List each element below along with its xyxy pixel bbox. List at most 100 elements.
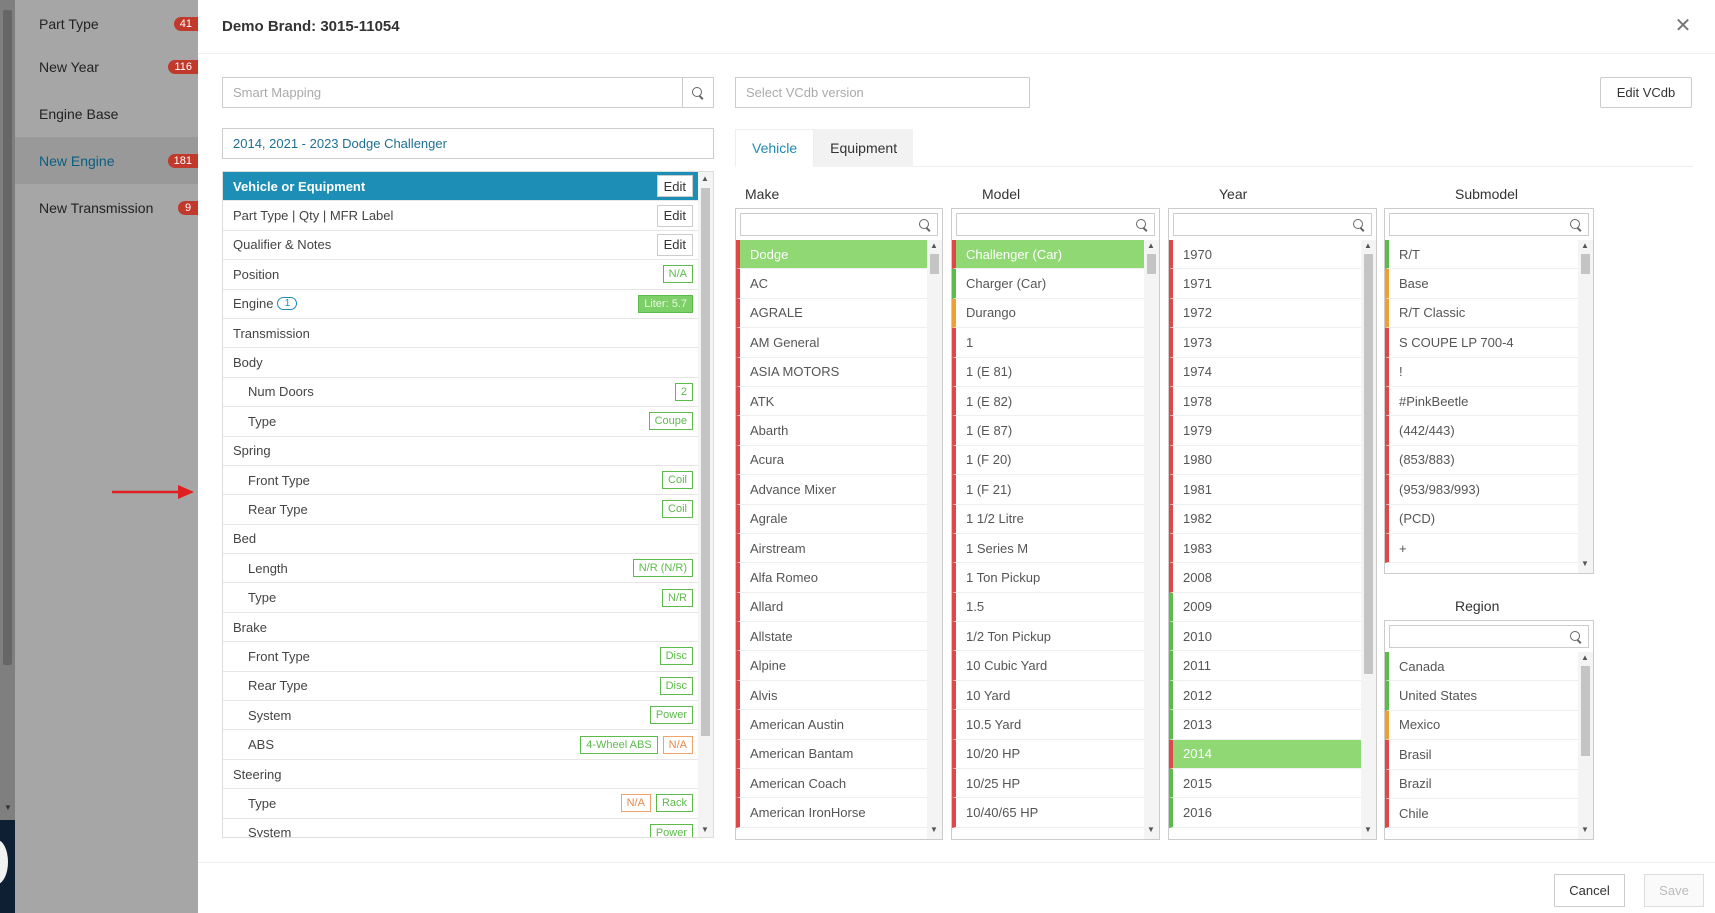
list-item[interactable]: Durango [952,298,1144,329]
cancel-button[interactable]: Cancel [1554,874,1625,907]
list-item[interactable]: 1983 [1169,533,1361,564]
list-item[interactable]: AGRALE [736,298,927,329]
scroll-down-icon[interactable]: ▼ [1147,825,1155,834]
list-item[interactable]: 1971 [1169,269,1361,299]
list-item[interactable]: (PCD) [1385,504,1578,534]
scroll-down-icon[interactable]: ▼ [1581,559,1589,568]
list-item[interactable]: 10/25 HP [952,769,1144,799]
scroll-up-icon[interactable]: ▲ [1147,241,1155,250]
list-item[interactable]: 2012 [1169,680,1361,711]
list-item[interactable]: + [1385,533,1578,564]
attribute-row[interactable]: Bed [223,525,699,555]
sidebar-item-new-year[interactable]: New Year 116 [15,43,198,90]
scrollbar-thumb[interactable] [1581,666,1590,756]
scrollbar-thumb[interactable] [1364,254,1373,674]
save-button[interactable]: Save [1644,874,1704,907]
list-item[interactable]: 10/40/65 HP [952,798,1144,828]
list-item[interactable]: United States [1385,681,1578,711]
info-count-icon[interactable]: 1 [277,297,298,311]
list-item[interactable]: #PinkBeetle [1385,386,1578,417]
list-item[interactable]: ATK [736,386,927,417]
scrollbar-thumb[interactable] [701,188,710,736]
list-item[interactable]: Canada [1385,652,1578,682]
attribute-row[interactable]: System Power [223,701,699,731]
list-item[interactable]: 1982 [1169,504,1361,534]
list-item[interactable]: R/T [1385,240,1578,270]
scroll-up-icon[interactable]: ▲ [1581,653,1589,662]
value-tag[interactable]: 2 [674,382,693,401]
scrollbar-thumb[interactable] [930,254,939,274]
attribute-row[interactable]: Spring [223,437,699,466]
value-tag[interactable]: Power [649,823,693,837]
list-item[interactable]: Airstream [736,533,927,564]
list-item[interactable]: Brazil [1385,769,1578,799]
list-item[interactable]: 2011 [1169,651,1361,681]
list-item[interactable]: S COUPE LP 700-4 [1385,328,1578,358]
value-tag[interactable]: N/A [662,735,693,754]
year-filter-input[interactable] [1173,213,1372,236]
list-item[interactable]: Alfa Romeo [736,563,927,593]
value-tag[interactable]: Liter: 5.7 [638,294,693,313]
list-item[interactable]: 1979 [1169,416,1361,446]
list-item[interactable]: Brasil [1385,740,1578,770]
value-tag[interactable]: Power [649,706,693,725]
make-filter-input[interactable] [740,213,938,236]
tab-vehicle[interactable]: Vehicle [735,129,815,167]
list-item[interactable]: 1.5 [952,592,1144,623]
list-item[interactable]: 1 1/2 Litre [952,504,1144,534]
list-item[interactable]: 10 Yard [952,680,1144,711]
list-item[interactable]: American Austin [736,710,927,740]
year-scrollbar[interactable]: ▲ ▼ [1361,240,1376,839]
list-item[interactable]: 1981 [1169,475,1361,505]
region-filter-input[interactable] [1389,625,1589,648]
model-filter-input[interactable] [956,213,1155,236]
list-item[interactable]: Allard [736,592,927,623]
list-item[interactable]: Allstate [736,622,927,652]
value-tag[interactable]: Disc [659,676,693,695]
list-item[interactable]: AC [736,269,927,299]
value-tag[interactable]: 4-Wheel ABS [580,735,658,754]
list-item[interactable]: Acura [736,445,927,476]
submodel-filter-input[interactable] [1389,213,1589,236]
attribute-list-scrollbar[interactable]: ▲ ▼ [698,172,713,837]
list-item[interactable]: 2013 [1169,710,1361,740]
attribute-row[interactable]: Vehicle or Equipment Edit [223,172,699,202]
list-item[interactable]: 1 Ton Pickup [952,563,1144,593]
tab-equipment[interactable]: Equipment [814,129,914,167]
list-item[interactable]: R/T Classic [1385,298,1578,329]
attribute-row[interactable]: Position N/A [223,260,699,290]
value-tag[interactable]: N/R (N/R) [632,559,693,578]
list-item[interactable]: 1 (F 20) [952,445,1144,476]
region-scrollbar[interactable]: ▲ ▼ [1578,652,1593,839]
value-tag[interactable]: Disc [659,647,693,666]
list-item[interactable]: 1980 [1169,445,1361,476]
list-item[interactable]: 2010 [1169,622,1361,652]
scrollbar-thumb[interactable] [1147,254,1156,274]
edit-button[interactable]: Edit [656,175,693,198]
list-item[interactable]: 1 (E 87) [952,416,1144,446]
close-icon[interactable]: ✕ [1674,15,1692,37]
list-item[interactable]: Mexico [1385,710,1578,741]
list-item[interactable]: 1 [952,328,1144,358]
list-item[interactable]: ! [1385,357,1578,387]
sidebar-item-part-type[interactable]: Part Type 41 [15,0,198,47]
scroll-up-icon[interactable]: ▲ [930,241,938,250]
value-tag[interactable]: N/A [620,794,651,813]
smart-mapping-input[interactable] [223,78,682,107]
value-tag[interactable]: Coil [662,500,693,519]
list-item[interactable]: 1/2 Ton Pickup [952,622,1144,652]
sidebar-item-new-engine[interactable]: New Engine 181 [15,137,198,184]
list-item[interactable]: 2015 [1169,769,1361,799]
list-item[interactable]: 2009 [1169,592,1361,623]
scroll-down-icon[interactable]: ▼ [1581,825,1589,834]
attribute-row[interactable]: Rear Type Coil [223,495,699,525]
attribute-row[interactable]: Length N/R (N/R) [223,554,699,584]
list-item[interactable]: Abarth [736,416,927,446]
list-item[interactable]: Dodge [736,240,927,270]
attribute-row[interactable]: Front Type Coil [223,466,699,496]
list-item[interactable]: Alpine [736,651,927,681]
submodel-scrollbar[interactable]: ▲ ▼ [1578,240,1593,573]
list-item[interactable]: 1970 [1169,240,1361,270]
model-scrollbar[interactable]: ▲ ▼ [1144,240,1159,839]
smart-mapping-search-button[interactable] [682,78,713,107]
